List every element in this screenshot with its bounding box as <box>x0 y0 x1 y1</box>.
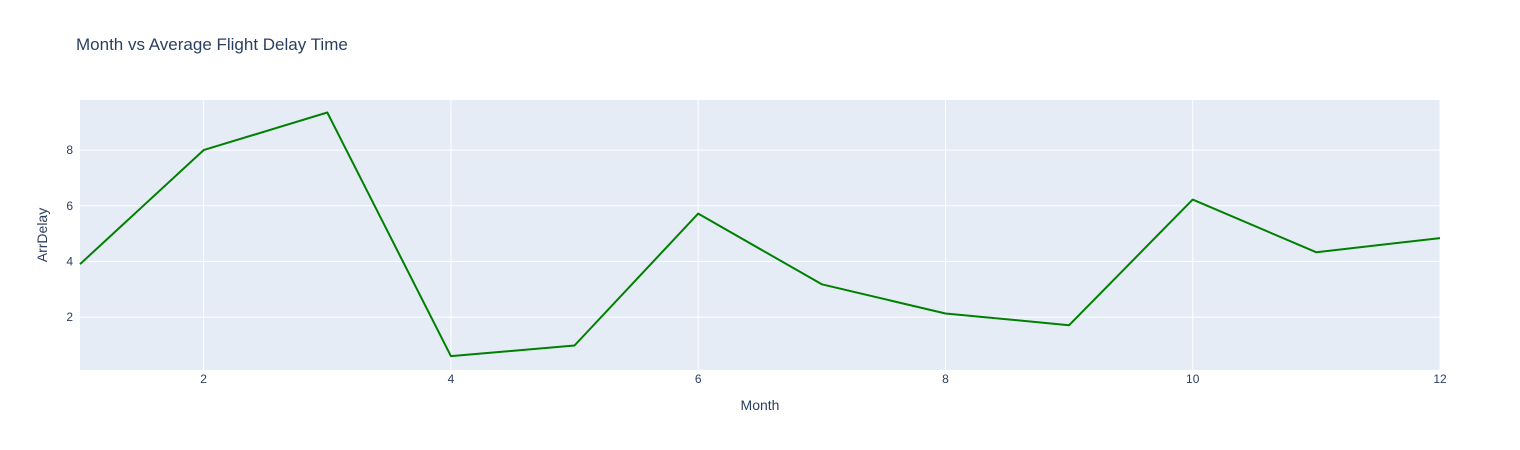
y-axis-label: ArrDelay <box>34 208 50 262</box>
x-tick-label: 6 <box>695 372 702 386</box>
x-axis-label: Month <box>741 397 780 413</box>
chart-title: Month vs Average Flight Delay Time <box>76 35 348 54</box>
y-tick-label: 4 <box>66 254 73 268</box>
x-tick-label: 12 <box>1433 372 1447 386</box>
series-line <box>79 111 1441 358</box>
x-tick-label: 4 <box>448 372 455 386</box>
tick-labels: 2 4 6 8 10 12 2 4 6 8 <box>66 143 1447 386</box>
x-tick-label: 10 <box>1186 372 1200 386</box>
y-tick-label: 6 <box>66 199 73 213</box>
y-tick-label: 2 <box>66 310 73 324</box>
plot-area <box>80 100 1440 370</box>
series-layer <box>79 111 1441 358</box>
y-tick-label: 8 <box>66 143 73 157</box>
x-tick-label: 2 <box>200 372 207 386</box>
x-tick-label: 8 <box>942 372 949 386</box>
gridlines <box>80 100 1441 370</box>
